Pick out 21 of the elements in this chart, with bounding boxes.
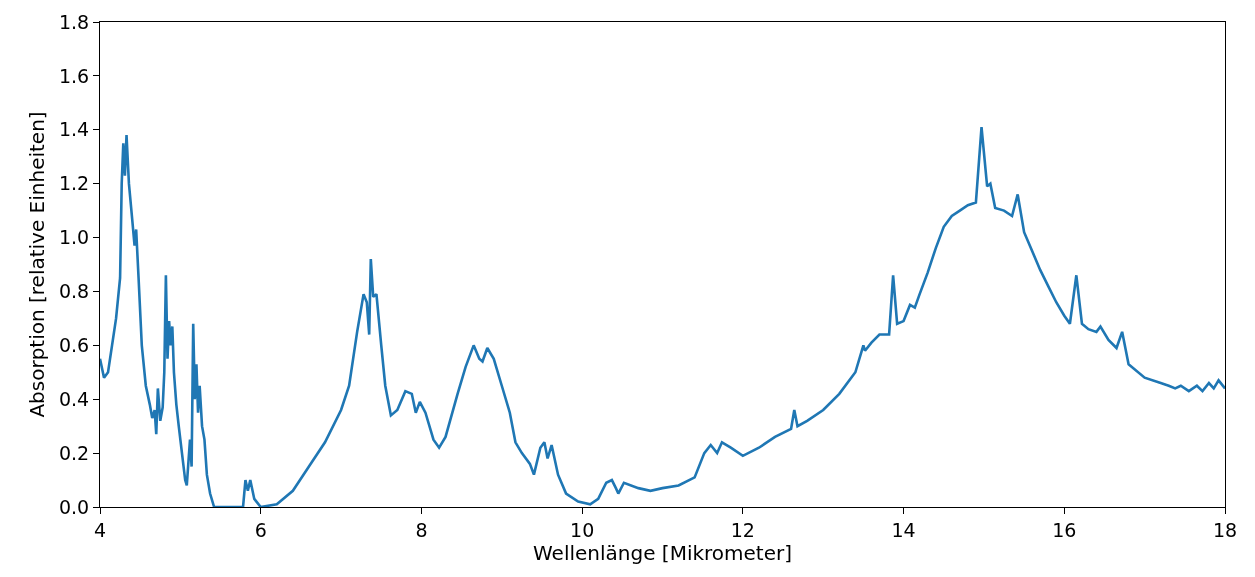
x-tick-label: 8 xyxy=(415,518,428,541)
x-tick-label: 12 xyxy=(730,518,755,541)
y-tick-label: 1.6 xyxy=(58,64,90,87)
y-tick-label: 0.0 xyxy=(58,495,90,518)
y-tick-label: 1.2 xyxy=(58,172,90,195)
x-tick-label: 4 xyxy=(93,518,107,541)
y-tick-label: 1.4 xyxy=(58,118,90,141)
x-tick-label: 16 xyxy=(1052,518,1077,541)
y-tick-label: 0.2 xyxy=(58,441,90,464)
x-axis-title: Wellenlänge [Mikrometer] xyxy=(532,541,793,566)
y-tick-label: 1.8 xyxy=(58,10,90,33)
x-tick-label: 14 xyxy=(891,518,916,541)
x-tick-label: 10 xyxy=(570,518,595,541)
x-tick-label: 6 xyxy=(254,518,267,541)
x-tick-label: 18 xyxy=(1212,518,1238,541)
y-tick-label: 1.0 xyxy=(58,226,90,249)
y-tick-label: 0.4 xyxy=(58,387,90,410)
y-axis-title: Absorption [relative Einheiten] xyxy=(25,111,50,418)
line-series xyxy=(100,125,1225,507)
y-tick-label: 0.6 xyxy=(58,333,90,356)
y-tick-label: 0.8 xyxy=(58,280,90,303)
